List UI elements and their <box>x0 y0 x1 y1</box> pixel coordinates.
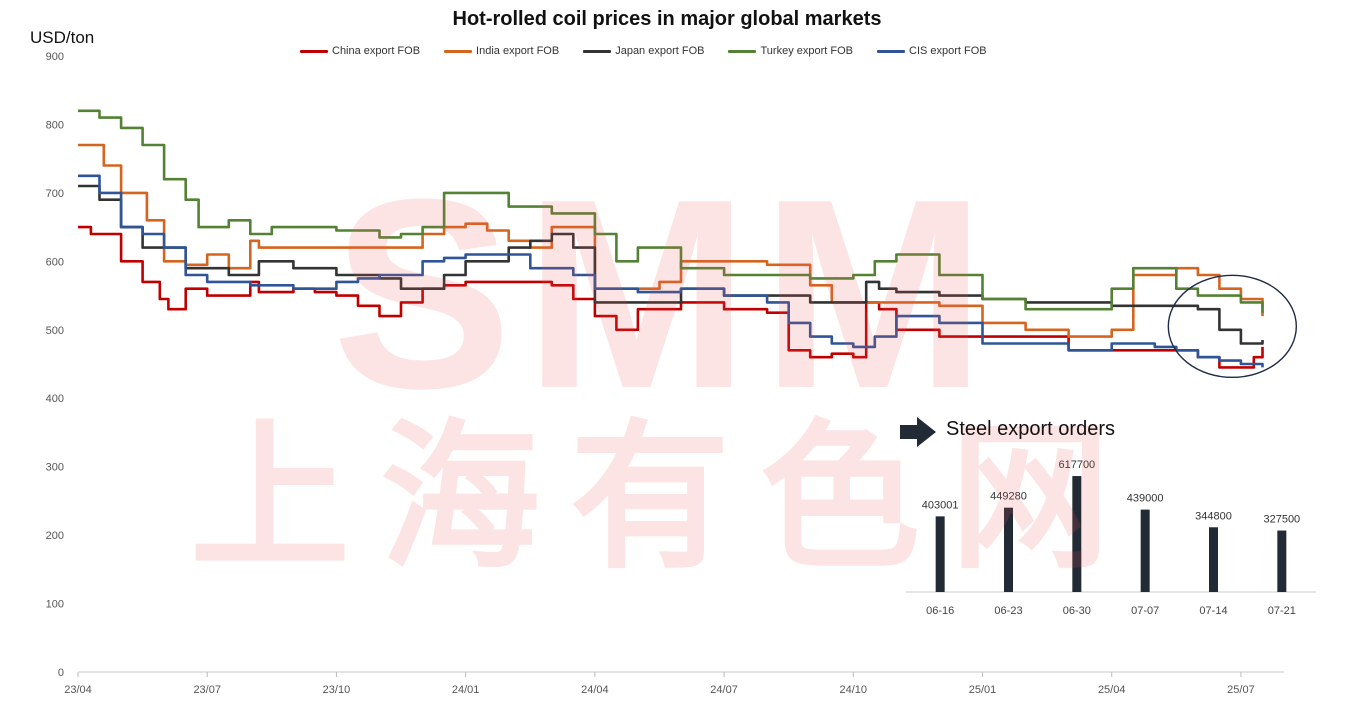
series-line-china-export-fob <box>78 225 1264 369</box>
inset-category-label: 06-23 <box>994 605 1022 617</box>
legend-swatch <box>583 49 612 53</box>
inset-title: Steel export orders <box>946 418 1115 440</box>
y-tick-label: 0 <box>58 667 64 679</box>
x-tick-label: 25/01 <box>969 684 997 696</box>
legend-swatch <box>444 49 473 53</box>
x-tick-label: 24/04 <box>581 684 609 696</box>
y-tick-label: 400 <box>46 393 64 405</box>
legend-item: India export FOB <box>444 45 559 57</box>
legend-label: India export FOB <box>476 45 560 57</box>
legend-label: CIS export FOB <box>909 45 987 57</box>
legend-label: China export FOB <box>332 45 421 57</box>
x-tick-label: 25/07 <box>1227 684 1255 696</box>
series-line-japan-export-fob <box>78 184 1264 345</box>
x-tick-label: 23/04 <box>64 684 92 696</box>
highlight-ellipse <box>1167 274 1298 379</box>
legend-swatch <box>300 49 328 53</box>
x-tick-label: 24/10 <box>840 684 868 696</box>
x-tick-label: 25/04 <box>1098 684 1126 696</box>
x-tick-label: 24/07 <box>710 684 738 696</box>
y-axis-unit-label: USD/ton <box>30 28 95 47</box>
inset-category-label: 07-21 <box>1268 605 1296 617</box>
legend-item: Japan export FOB <box>583 45 704 57</box>
x-tick-label: 23/07 <box>193 684 221 696</box>
inset-bar-value: 449280 <box>990 491 1027 503</box>
inset-bar <box>1277 530 1287 592</box>
inset-bar <box>1209 527 1218 592</box>
y-tick-label: 800 <box>46 119 64 131</box>
legend-label: Turkey export FOB <box>760 45 853 57</box>
legend-label: Japan export FOB <box>615 45 705 57</box>
x-tick-label: 23/10 <box>323 684 351 696</box>
series-line-cis-export-fob <box>78 174 1264 368</box>
inset-bar <box>935 516 945 592</box>
inset-bar <box>1004 507 1013 592</box>
series-line-turkey-export-fob <box>78 109 1264 313</box>
y-tick-label: 100 <box>46 599 64 611</box>
inset-bar-value: 403001 <box>922 499 959 511</box>
arrow-right-icon <box>900 417 936 447</box>
inset-category-label: 07-14 <box>1199 605 1227 617</box>
chart-legend: China export FOB India export FOB Japan ex… <box>300 45 987 57</box>
legend-item: CIS export FOB <box>877 45 987 57</box>
inset-bar-value: 327500 <box>1263 514 1300 526</box>
y-tick-label: 600 <box>46 256 64 268</box>
series-line-india-export-fob <box>78 143 1264 338</box>
inset-bar-value: 617700 <box>1058 459 1095 471</box>
inset-category-label: 06-30 <box>1063 605 1091 617</box>
inset-bar <box>1140 509 1150 592</box>
inset-category-label: 06-16 <box>926 605 954 617</box>
chart-title: Hot-rolled coil prices in major global m… <box>452 8 882 30</box>
legend-item: Turkey export FOB <box>728 45 853 57</box>
y-tick-label: 300 <box>46 462 64 474</box>
y-tick-label: 700 <box>46 188 64 200</box>
legend-swatch <box>728 49 757 53</box>
y-tick-label: 900 <box>46 51 64 63</box>
x-tick-label: 24/01 <box>452 684 480 696</box>
inset-bar <box>1072 476 1082 592</box>
inset-category-label: 07-07 <box>1131 605 1159 617</box>
legend-item: China export FOB <box>300 45 420 57</box>
y-tick-label: 200 <box>46 530 64 542</box>
inset-bar-value: 344800 <box>1195 510 1232 522</box>
legend-swatch <box>877 49 905 53</box>
inset-bar-value: 439000 <box>1127 493 1164 505</box>
y-tick-label: 500 <box>46 325 64 337</box>
